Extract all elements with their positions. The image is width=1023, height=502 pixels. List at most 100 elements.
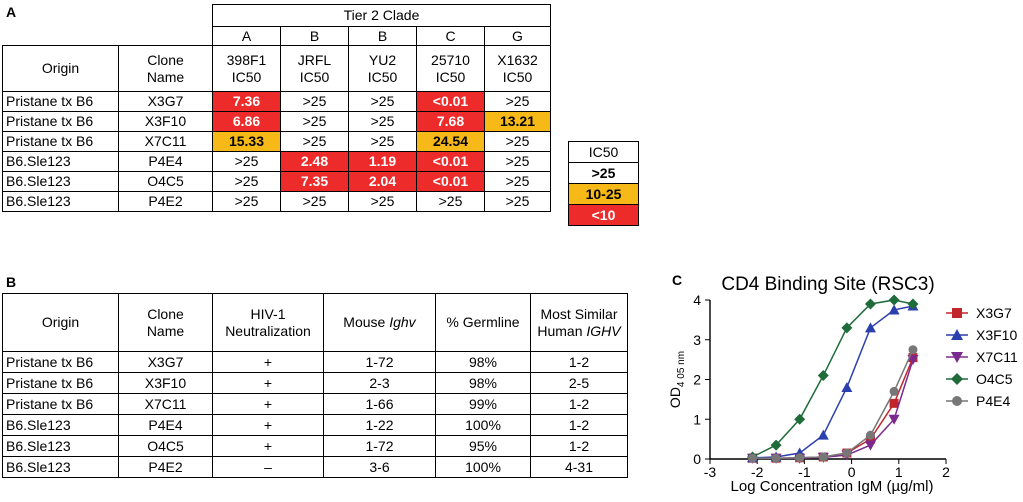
data-point-p4e4 [908, 345, 918, 355]
panel-c-label: C [672, 272, 683, 288]
origin-cell: Pristane tx B6 [2, 91, 119, 112]
ic50-value-cell: 6.86 [212, 111, 281, 132]
ic50-row: B6.Sle123 P4E2 >25 >25 >25 >25 >25 [2, 191, 551, 212]
neutralization-cell: + [212, 393, 324, 415]
virus-header: X1632 IC50 [484, 45, 551, 92]
germline-cell: 99% [435, 393, 531, 415]
ic50-value-cell: >25 [212, 171, 281, 192]
series-line-o4c5 [752, 299, 914, 458]
origin-cell: B6.Sle123 [2, 191, 119, 212]
clone-cell: X7C11 [118, 393, 213, 415]
human-ighv-cell: 4-31 [530, 456, 628, 478]
x-tick-label: 1 [895, 464, 903, 480]
tier-header: Tier 2 Clade [212, 4, 551, 27]
data-point-p4e4 [865, 430, 875, 440]
data-point-o4c5 [888, 294, 900, 306]
origin-cell: B6.Sle123 [2, 456, 119, 478]
ic50-value-cell: >25 [484, 91, 551, 112]
chart-title: CD4 Binding Site (RSC3) [721, 274, 934, 295]
neutralization-cell: – [212, 456, 324, 478]
y-axis-label: OD4 05 nm [667, 351, 687, 408]
legend-marker-x7c11 [951, 352, 963, 363]
clone-info-table: Origin Clone Name HIV-1 Neutralization Mou… [2, 293, 628, 478]
x-axis-label: Log Concentration IgM (µg/ml) [731, 478, 934, 495]
origin-cell: Pristane tx B6 [2, 111, 119, 132]
clade-cell: B [348, 26, 417, 46]
ic50-value-cell: >25 [280, 91, 349, 112]
legend-marker-x3g7 [952, 308, 962, 318]
virus-header: 25710 IC50 [416, 45, 485, 92]
legend-marker-p4e4 [952, 396, 962, 406]
origin-cell: B6.Sle123 [2, 435, 119, 457]
ic50-value-cell: 1.19 [348, 151, 417, 172]
ic50-value-cell: >25 [484, 191, 551, 212]
ic50-row: Pristane tx B6 X7C11 15.33 >25 >25 24.54 >25 [2, 131, 551, 152]
panel-b-label: B [6, 274, 17, 290]
panel-a-label: A [6, 4, 17, 20]
data-point-x7c11 [888, 414, 900, 425]
clone-header: Clone Name [118, 293, 213, 352]
ic50-row: B6.Sle123 P4E4 >25 2.48 1.19 <0.01 >25 [2, 151, 551, 172]
ic50-value-cell: 7.68 [416, 111, 485, 132]
ic50-row: Pristane tx B6 X3F10 6.86 >25 >25 7.68 13.21 [2, 111, 551, 132]
ic50-value-cell: 15.33 [212, 131, 281, 152]
y-tick-label: 1 [693, 411, 701, 427]
mouse-ighv-cell: 3-6 [323, 456, 436, 478]
data-point-o4c5 [864, 298, 876, 310]
ic50-value-cell: 2.48 [280, 151, 349, 172]
ic50-row: Pristane tx B6 X3G7 7.36 >25 >25 <0.01 >25 [2, 91, 551, 112]
data-point-o4c5 [907, 298, 919, 310]
data-point-p4e4 [818, 452, 828, 462]
human-ighv-cell: 1-2 [530, 393, 628, 415]
ic50-value-cell: >25 [212, 191, 281, 212]
clone-header: Clone Name [118, 45, 213, 92]
data-point-x3f10 [841, 381, 853, 392]
data-point-x7c11 [907, 355, 919, 366]
clone-cell: P4E2 [118, 191, 213, 212]
ic50-row: B6.Sle123 O4C5 >25 7.35 2.04 <0.01 >25 [2, 171, 551, 192]
clade-cell: A [212, 26, 281, 46]
data-point-x3f10 [888, 304, 900, 315]
neutralization-cell: + [212, 351, 324, 373]
ic50-value-cell: 7.35 [280, 171, 349, 192]
legend-title: IC50 [568, 141, 639, 163]
legend-label: X3F10 [976, 327, 1017, 343]
ic50-value-cell: >25 [212, 151, 281, 172]
legend-label: X7C11 [976, 349, 1018, 365]
clone-row: Pristane tx B6 X7C11 +1-66 99% 1-2 [2, 393, 628, 415]
origin-cell: B6.Sle123 [2, 151, 119, 172]
human-ighv-cell: 1-2 [530, 351, 628, 373]
clone-cell: X7C11 [118, 131, 213, 152]
ic50-value-cell: >25 [280, 131, 349, 152]
ic50-value-cell: 2.04 [348, 171, 417, 192]
mouse-ighv-cell: 1-66 [323, 393, 436, 415]
data-point-p4e4 [889, 386, 899, 396]
ic50-value-cell: >25 [484, 131, 551, 152]
data-point-p4e4 [795, 453, 805, 463]
data-point-x3f10 [864, 322, 876, 333]
neutralization-header: HIV-1 Neutralization [212, 293, 324, 352]
legend-marker-o4c5 [951, 373, 963, 385]
clone-row: B6.Sle123 P4E2–3-6 100% 4-31 [2, 456, 628, 478]
clade-cell: G [484, 26, 551, 46]
clone-row: Pristane tx B6 X3G7 +1-72 98% 1-2 [2, 351, 628, 373]
ic50-value-cell: >25 [280, 191, 349, 212]
x-tick-label: -1 [798, 464, 811, 480]
origin-cell: B6.Sle123 [2, 171, 119, 192]
clone-row: B6.Sle123 P4E4 +1-22 100% 1-2 [2, 414, 628, 436]
clone-cell: O4C5 [118, 171, 213, 192]
clone-cell: X3F10 [118, 372, 213, 394]
ic50-table: Tier 2 Clade A B B C G Origin Clone Name … [2, 4, 551, 212]
binding-chart: CD4 Binding Site (RSC3) -3 -2 -1 0 1 2 0 1 2 3 4 Log… [667, 274, 1018, 495]
legend-item: >25 [568, 162, 639, 184]
data-point-o4c5 [817, 370, 829, 382]
data-point-p4e4 [747, 453, 757, 463]
clone-cell: P4E2 [118, 456, 213, 478]
y-tick-label: 2 [693, 372, 701, 388]
series-line-x3f10 [752, 305, 914, 459]
human-ighv-cell: 1-2 [530, 435, 628, 457]
ic50-value-cell: >25 [484, 171, 551, 192]
origin-header: Origin [2, 293, 119, 352]
ic50-value-cell: >25 [280, 111, 349, 132]
mouse-ighv-cell: 1-22 [323, 414, 436, 436]
